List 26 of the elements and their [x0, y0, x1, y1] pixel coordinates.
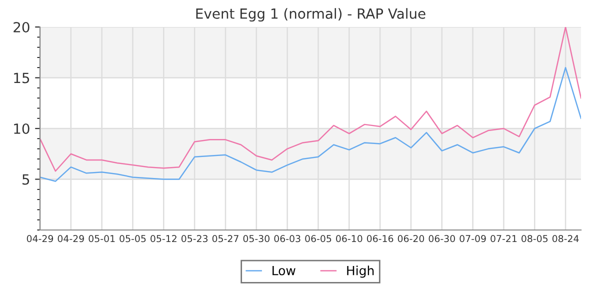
x-tick-label: 08-24 — [552, 235, 579, 242]
x-tick-label: 04-29 — [26, 235, 54, 242]
x-tick-label: 06-16 — [366, 235, 394, 242]
line-series — [40, 66, 581, 182]
x-tick-label: 06-05 — [305, 235, 332, 242]
chart-title: Event Egg 1 (normal) - RAP Value — [196, 8, 426, 22]
x-tick-label: 05-30 — [243, 235, 270, 242]
y-tick-label: 5 — [22, 174, 30, 185]
x-tick-label: 04-29 — [58, 235, 84, 242]
x-tick-label: 05-23 — [181, 235, 208, 242]
x-tick-label: 06-30 — [428, 235, 455, 242]
legend-label: Low — [272, 266, 296, 276]
legend-label: High — [347, 266, 374, 278]
y-tick-label: 15 — [14, 72, 30, 84]
x-tick-label: 05-01 — [88, 235, 115, 242]
x-tick-label: 06-10 — [336, 235, 362, 242]
y-tick-label: 20 — [14, 22, 30, 32]
x-tick-label: 05-12 — [150, 235, 176, 242]
x-tick-label: 07-21 — [490, 235, 517, 242]
x-tick-label: 06-03 — [274, 235, 300, 242]
x-tick-label: 07-09 — [460, 235, 486, 242]
y-tick-label: 10 — [14, 123, 30, 134]
x-tick-label: 05-27 — [212, 235, 238, 242]
x-tick-label: 08-05 — [522, 235, 548, 242]
x-tick-label: 05-05 — [120, 235, 146, 242]
x-tick-label: 06-20 — [398, 235, 424, 242]
